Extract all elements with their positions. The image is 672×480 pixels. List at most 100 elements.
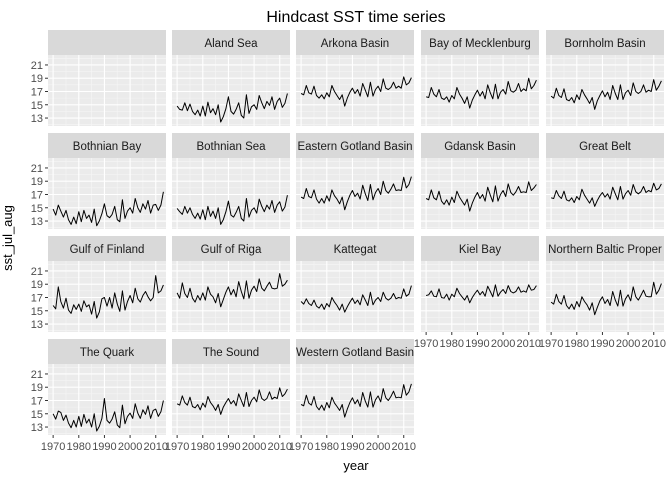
x-tick-label: 1990 bbox=[340, 441, 364, 453]
facet-panel: Gdansk Basin bbox=[421, 133, 539, 229]
series-line bbox=[425, 181, 537, 212]
facet-strip-label: Eastern Gotland Basin bbox=[297, 141, 412, 153]
x-tick-label: 2010 bbox=[143, 441, 167, 453]
y-tick-label: 19 bbox=[31, 279, 43, 291]
panel-background bbox=[48, 364, 166, 435]
facet-strip bbox=[546, 133, 664, 158]
y-tick-label: 15 bbox=[31, 306, 43, 318]
x-tick-label: 1980 bbox=[565, 338, 589, 350]
facet-strip-label: The Sound bbox=[203, 347, 259, 359]
y-tick-label: 15 bbox=[31, 409, 43, 421]
x-tick-label: 2000 bbox=[616, 338, 640, 350]
facet-panel: Bothnian Bay bbox=[48, 133, 166, 229]
facet-strip bbox=[172, 339, 290, 364]
series-line bbox=[176, 387, 288, 415]
panel-background bbox=[296, 261, 414, 332]
x-tick-label: 1980 bbox=[67, 441, 91, 453]
y-tick-label: 21 bbox=[31, 266, 43, 278]
panel-background bbox=[546, 158, 664, 229]
facet-strip bbox=[48, 236, 166, 261]
series-line bbox=[425, 284, 537, 304]
series-line bbox=[176, 273, 288, 308]
facet-strip-label: Great Belt bbox=[579, 141, 632, 153]
facet-strip-label: Arkona Basin bbox=[321, 38, 389, 50]
panel-background bbox=[48, 261, 166, 332]
facet-strip bbox=[48, 133, 166, 158]
y-tick-label: 19 bbox=[31, 73, 43, 85]
x-tick-label: 1990 bbox=[92, 441, 116, 453]
panel-background bbox=[546, 261, 664, 332]
x-tick-label: 2010 bbox=[516, 338, 540, 350]
series-line bbox=[52, 398, 164, 432]
panel-background bbox=[48, 55, 166, 126]
facet-strip-label: The Quark bbox=[80, 347, 135, 359]
x-tick-label: 1980 bbox=[191, 441, 215, 453]
series-line bbox=[425, 77, 537, 109]
series-line bbox=[52, 275, 164, 319]
facet-strip bbox=[48, 30, 166, 55]
y-tick-label: 17 bbox=[31, 395, 43, 407]
facet-strip-label: Kattegat bbox=[334, 244, 378, 256]
facet-panel: Great Belt bbox=[546, 133, 664, 229]
facet-strip bbox=[421, 30, 539, 55]
series-line bbox=[52, 191, 164, 227]
panel-background bbox=[172, 55, 290, 126]
facet-panel: Arkona Basin bbox=[296, 30, 414, 126]
facet-strip bbox=[421, 133, 539, 158]
facet-panel: Aland Sea bbox=[172, 30, 290, 126]
panel-background bbox=[172, 364, 290, 435]
y-tick-label: 13 bbox=[31, 216, 43, 228]
y-tick-label: 17 bbox=[31, 292, 43, 304]
panels: Aland Sea Arkona Basin Bay of Mecklenburg B… bbox=[48, 30, 664, 435]
series-line bbox=[300, 76, 412, 107]
x-tick-label: 1990 bbox=[216, 441, 240, 453]
facet-panel: Western Gotland Basin bbox=[296, 339, 414, 435]
panel-background bbox=[296, 158, 414, 229]
facet-strip-label: Gulf of Riga bbox=[201, 244, 262, 256]
x-tick-label: 1980 bbox=[440, 338, 464, 350]
facet-strip-label: Kiel Bay bbox=[459, 244, 501, 256]
facet-strip bbox=[296, 339, 414, 364]
facet-strip bbox=[296, 30, 414, 55]
x-tick-label: 1970 bbox=[289, 441, 313, 453]
y-tick-label: 19 bbox=[31, 382, 43, 394]
x-tick-label: 1970 bbox=[165, 441, 189, 453]
series-line bbox=[176, 93, 288, 123]
y-tick-label: 13 bbox=[31, 113, 43, 125]
facet-panel: Gulf of Finland bbox=[48, 236, 166, 332]
panel-background bbox=[421, 55, 539, 126]
facet-panel: The Quark bbox=[48, 339, 166, 435]
panel-background bbox=[296, 364, 414, 435]
chart-title: Hindcast SST time series bbox=[266, 9, 445, 26]
facet-strip-label: Bay of Mecklenburg bbox=[429, 38, 531, 50]
facet-strip-label: Western Gotland Basin bbox=[296, 347, 414, 359]
x-tick-label: 1970 bbox=[414, 338, 438, 350]
facet-strip bbox=[546, 236, 664, 261]
y-tick-label: 21 bbox=[31, 369, 43, 381]
y-tick-label: 13 bbox=[31, 319, 43, 331]
facet-panel: Gulf of Riga bbox=[172, 236, 290, 332]
series-line bbox=[550, 182, 662, 207]
facet-panel: The Sound bbox=[172, 339, 290, 435]
series-line bbox=[300, 285, 412, 313]
panel-background bbox=[546, 55, 664, 126]
x-tick-label: 2010 bbox=[391, 441, 415, 453]
facet-strip bbox=[172, 133, 290, 158]
x-tick-label: 1990 bbox=[590, 338, 614, 350]
facet-strip bbox=[172, 30, 290, 55]
y-tick-label: 17 bbox=[31, 189, 43, 201]
facet-strip bbox=[172, 236, 290, 261]
x-tick-label: 2010 bbox=[641, 338, 665, 350]
facet-panel: Northern Baltic Proper bbox=[546, 236, 664, 332]
y-tick-label: 15 bbox=[31, 203, 43, 215]
series-line bbox=[300, 176, 412, 211]
facet-strip-label: Bornholm Basin bbox=[564, 38, 645, 50]
series-line bbox=[550, 281, 662, 316]
facet-panel bbox=[48, 30, 166, 126]
y-tick-label: 19 bbox=[31, 176, 43, 188]
x-tick-label: 2010 bbox=[267, 441, 291, 453]
facet-strip bbox=[48, 339, 166, 364]
facet-strip-label: Northern Baltic Proper bbox=[548, 244, 662, 256]
